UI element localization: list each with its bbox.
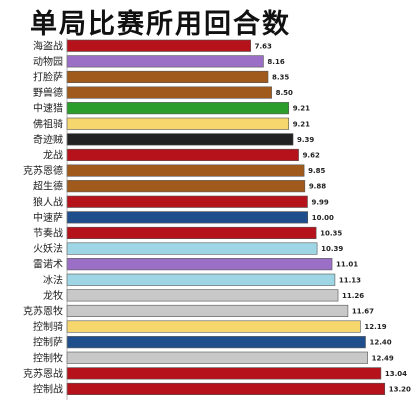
- value-label: 13.20: [389, 385, 411, 393]
- bar: [66, 320, 361, 333]
- category-label: 龙牧: [43, 289, 63, 302]
- category-label: 节奏战: [33, 227, 63, 239]
- bar: [66, 304, 349, 318]
- bar: [66, 273, 336, 286]
- value-label: 11.01: [336, 261, 358, 269]
- bar: [66, 70, 269, 83]
- value-label: 7.63: [255, 42, 272, 50]
- category-label: 控制牧: [33, 351, 63, 364]
- bar: [66, 382, 386, 396]
- bar: [66, 55, 264, 68]
- category-label: 奇迹贼: [33, 133, 63, 146]
- bar: [66, 102, 289, 115]
- bar: [66, 351, 368, 364]
- category-label: 控制骑: [33, 320, 63, 333]
- chart-title: 单局比赛所用回合数: [30, 9, 291, 40]
- value-label: 9.62: [303, 151, 320, 159]
- bar: [66, 211, 309, 224]
- value-label: 10.39: [321, 245, 343, 253]
- category-label: 佛祖骑: [33, 117, 63, 130]
- bar: [66, 133, 294, 146]
- bar: [66, 180, 306, 193]
- category-label: 克苏恩牧: [23, 304, 63, 317]
- bar: [66, 195, 308, 208]
- category-label: 克苏恩战: [23, 367, 63, 380]
- category-label: 控制萨: [33, 336, 63, 349]
- bar: [66, 289, 339, 302]
- category-label: 野兽德: [33, 86, 63, 99]
- value-label: 10.00: [312, 214, 334, 222]
- category-label: 动物园: [33, 55, 63, 68]
- value-label: 10.35: [320, 229, 342, 237]
- category-label: 打脸萨: [33, 70, 63, 83]
- bar: [66, 242, 318, 255]
- bar: [66, 117, 289, 130]
- category-label: 中速猎: [33, 102, 63, 115]
- category-label: 龙战: [43, 148, 63, 161]
- value-label: 13.04: [385, 370, 407, 378]
- value-label: 9.99: [311, 198, 328, 206]
- category-label: 海盗战: [33, 39, 63, 52]
- bar: [66, 86, 272, 99]
- value-label: 12.49: [372, 354, 394, 362]
- value-label: 8.16: [267, 58, 284, 66]
- value-label: 9.39: [297, 136, 314, 144]
- category-label: 冰法: [43, 273, 63, 286]
- bar: [66, 164, 305, 177]
- bars-group: 海盗战 7.63 动物园 8.16 打脸萨 8.35 野兽德 8.50 中速猎 9.21 佛祖骑 9.…: [23, 39, 411, 395]
- category-label: 雷诺术: [33, 259, 63, 271]
- x-axis: 02468101214: [66, 38, 68, 400]
- value-label: 8.35: [272, 73, 289, 81]
- value-label: 9.88: [309, 183, 326, 191]
- value-label: 9.21: [293, 105, 310, 113]
- category-label: 控制战: [33, 382, 63, 395]
- category-label: 超生德: [33, 180, 63, 193]
- category-label: 狼人战: [33, 195, 63, 208]
- bar: [66, 226, 317, 239]
- value-label: 8.50: [276, 89, 293, 97]
- category-label: 克苏恩德: [23, 164, 63, 177]
- value-label: 9.21: [293, 120, 310, 128]
- value-label: 11.13: [339, 276, 361, 284]
- value-label: 12.19: [364, 323, 386, 331]
- bar: [66, 258, 333, 271]
- bar: [66, 39, 251, 52]
- value-label: 12.40: [369, 339, 391, 347]
- value-label: 11.26: [342, 292, 364, 300]
- bar: [66, 148, 299, 161]
- value-label: 9.85: [308, 167, 325, 175]
- bar: [66, 336, 366, 349]
- value-label: 11.67: [352, 307, 374, 315]
- category-label: 中速萨: [33, 211, 63, 224]
- bar: [66, 367, 382, 380]
- category-label: 火妖法: [33, 242, 63, 255]
